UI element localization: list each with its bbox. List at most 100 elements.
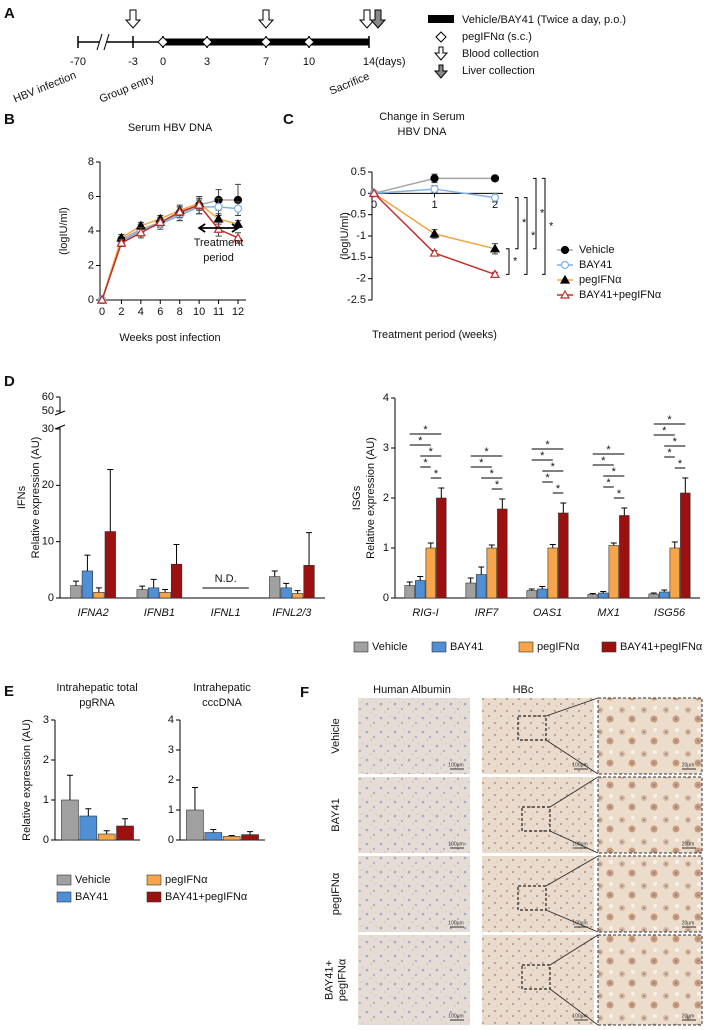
marker (560, 260, 570, 270)
marker (232, 232, 244, 242)
marker (489, 243, 501, 253)
series-line (101, 204, 239, 301)
x-axis-label: Treatment period (weeks) (372, 329, 497, 341)
y-tick-label: 0 (48, 592, 54, 604)
column-header: HBc (513, 684, 534, 696)
x-tick-label: 2 (492, 199, 498, 211)
x-tick-label: RIG-I (412, 607, 438, 619)
error-bar (66, 774, 73, 800)
scale-bar-label: 100μm (572, 762, 587, 768)
zoom-connector (549, 934, 599, 966)
row-label: pegIFNα (330, 872, 342, 915)
legend-swatch (353, 641, 369, 653)
panel-label: C (283, 111, 294, 128)
y-tick-label: 0 (168, 834, 174, 846)
chart-title: Intrahepatic total (56, 682, 137, 694)
collection-arrow (369, 9, 387, 29)
y-tick-label: 8 (88, 156, 94, 168)
x-tick-label: IFNL1 (211, 607, 241, 619)
y-tick-label: 0 (383, 592, 389, 604)
panel-label: D (4, 373, 15, 390)
significance-label: * (612, 466, 617, 478)
axis-break-mark (103, 33, 110, 51)
marker (368, 188, 380, 197)
error-bar (478, 566, 485, 575)
scale-bar-label: 100μm (448, 841, 463, 847)
marker (233, 204, 243, 213)
error-bar (294, 590, 301, 594)
error-bar (528, 588, 535, 591)
row-label: BAY41 (330, 798, 342, 831)
significance-label: * (490, 468, 495, 480)
legend-swatch (146, 891, 162, 903)
x-tick-label: 10 (193, 306, 205, 318)
x-tick-label: IFNA2 (78, 607, 109, 619)
legend-swatch (518, 641, 534, 653)
timeline-tick-label: -70 (70, 56, 86, 68)
significance-label: * (673, 436, 678, 448)
injection-diamond (260, 36, 272, 48)
significance-label: * (662, 425, 667, 437)
chart: D IFNs Relative expression (AU) 0 10 20 30 50 60… (4, 373, 325, 619)
micrograph (358, 856, 470, 932)
y-tick-label: 2 (168, 774, 174, 786)
error-bar (247, 831, 254, 835)
row-label: BAY41+ (323, 960, 335, 1000)
x-tick-label: 4 (138, 306, 144, 318)
error-bar (560, 502, 567, 513)
y-tick-label: -1 (356, 230, 366, 242)
unit-label: (days) (375, 56, 406, 68)
collection-arrow (124, 9, 142, 29)
error-bar (283, 582, 290, 588)
error-bar (84, 554, 91, 571)
micrograph (597, 934, 703, 1026)
y-axis-label: Relative expression (AU) (365, 437, 377, 559)
bar (291, 593, 304, 599)
significance-bracket (515, 197, 519, 250)
marker (155, 217, 166, 226)
legend-swatch (146, 874, 162, 886)
significance-label: * (556, 483, 561, 495)
x-tick-label: IFNL2/3 (272, 607, 312, 619)
zoom-region (517, 715, 547, 741)
chart: C Change in Serum HBV DNA (logIU/ml) Treatme… (283, 111, 662, 341)
bar (619, 515, 630, 599)
timeline-tick-label: 0 (160, 56, 166, 68)
zoom-connector (545, 855, 599, 887)
scale-bar-label: 100μm (448, 920, 463, 926)
timeline-tick-label: 3 (204, 56, 210, 68)
bar (93, 592, 105, 599)
significance-label: * (617, 488, 622, 500)
zoom-region (521, 964, 551, 990)
scale-bar-label: 100μm (448, 1013, 463, 1019)
y-tick-label: 0 (88, 294, 94, 306)
timeline-tick-label: -3 (128, 56, 138, 68)
bar (170, 563, 183, 599)
micrograph (597, 776, 703, 854)
error-bar (438, 487, 445, 498)
error-bar (600, 591, 607, 593)
legend-icon (433, 64, 449, 79)
x-tick-label: 0 (371, 199, 377, 211)
error-bar (621, 507, 628, 516)
x-tick-label: 2 (118, 306, 124, 318)
significance-label: * (423, 457, 428, 469)
error-bar (150, 578, 157, 588)
bar (526, 590, 537, 599)
error-bar (95, 587, 102, 593)
y-tick-label: 4 (168, 714, 174, 726)
scale-bar-label: 100μm (572, 1013, 587, 1019)
marker (174, 206, 185, 216)
bar (465, 582, 476, 599)
chart-title: Intrahepatic (193, 682, 251, 694)
significance-label: * (429, 446, 434, 458)
y-tick-label: 2 (88, 259, 94, 271)
bar (61, 799, 79, 841)
zoom-connector (545, 739, 599, 775)
micrograph (482, 777, 594, 853)
chart-title: HBV DNA (398, 126, 448, 138)
bar (659, 591, 670, 599)
bar (587, 594, 598, 599)
y-axis-label: Relative expression (AU) (30, 437, 42, 559)
collection-arrow (257, 9, 275, 29)
